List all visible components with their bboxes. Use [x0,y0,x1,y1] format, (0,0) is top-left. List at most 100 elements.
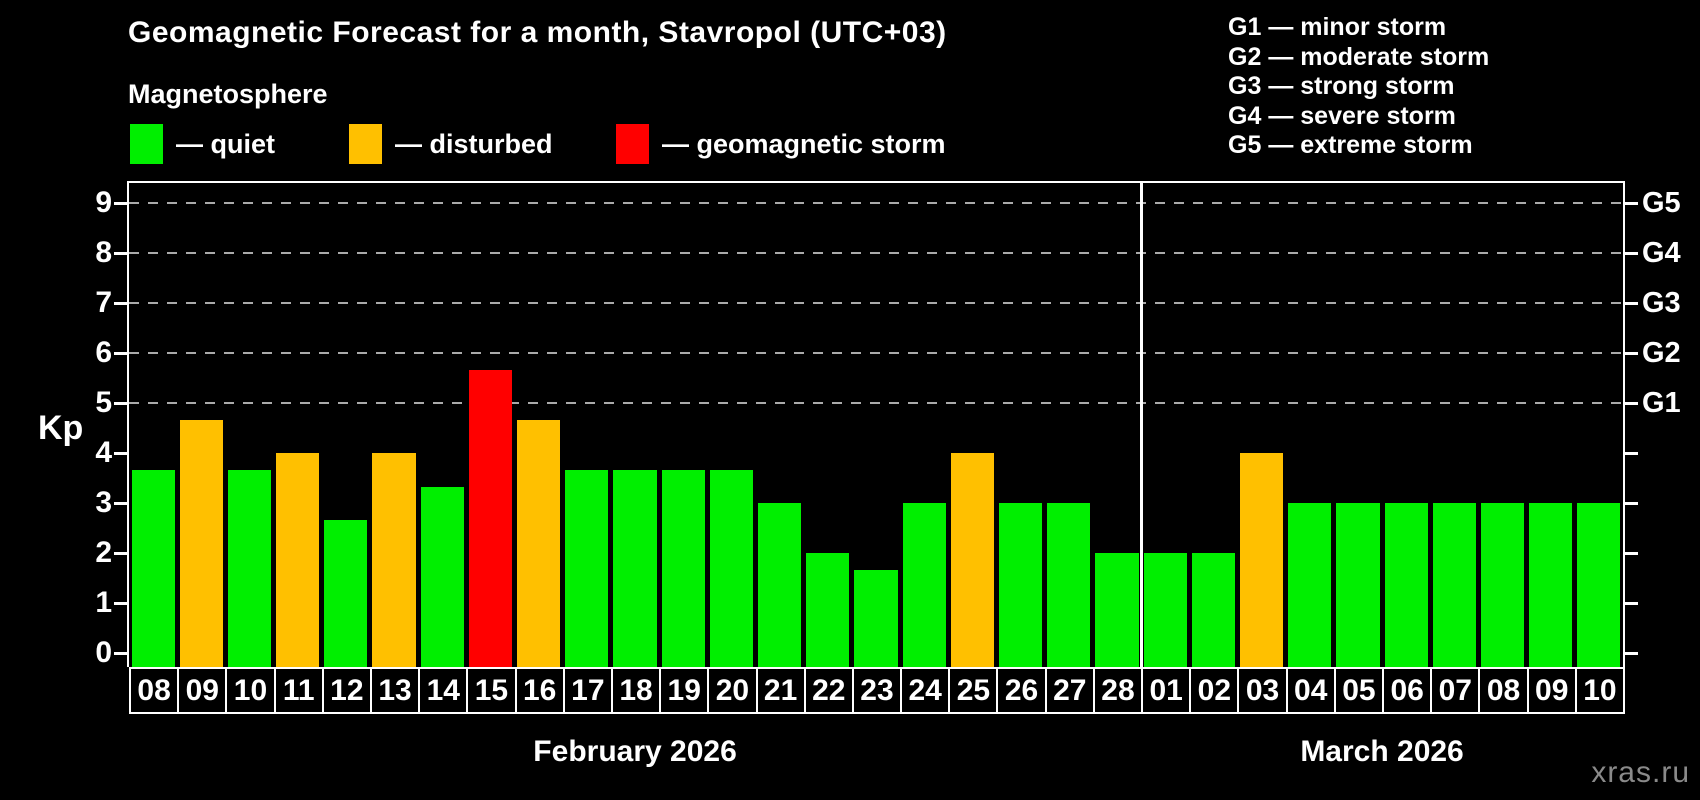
right-axis-g-label: G1 [1642,387,1681,419]
day-label-09: 09 [177,667,228,714]
day-label-13: 13 [369,667,421,714]
day-label-24: 24 [900,667,951,714]
day-label-11: 11 [273,667,324,714]
y-axis-tick-label: 8 [95,236,112,269]
kp-bar-08 [131,469,175,667]
gridline-kp7 [129,302,1623,304]
y-axis-tick-label: 3 [95,486,112,519]
day-label-19: 19 [659,667,710,714]
y-axis-tick-label: 5 [95,386,112,419]
day-label-12: 12 [321,667,372,714]
kp-bar-03 [1239,453,1284,667]
kp-bar-22 [806,553,850,667]
kp-bar-16 [517,419,561,667]
right-axis-tick [1625,602,1638,605]
day-label-21: 21 [755,667,806,714]
gridline-kp8 [129,252,1623,254]
kp-bar-12 [324,519,368,667]
right-axis-tick [1625,352,1638,355]
kp-bar-27 [1047,503,1091,667]
kp-bar-02 [1191,553,1235,667]
y-axis-line [127,181,129,667]
disturbed-color-swatch [349,124,382,164]
y-axis-tick-label: 1 [95,586,112,619]
gridline-kp5 [129,402,1623,404]
y-axis-tick-label: 9 [95,186,112,219]
right-axis-g-label: G5 [1642,187,1681,219]
kp-bar-09 [179,419,223,667]
gridline-kp9 [129,202,1623,204]
y-axis-tick [114,202,127,205]
storm-scale-line-g1: G1 — minor storm [1228,13,1447,41]
right-axis-tick [1625,652,1638,655]
day-label-20: 20 [707,667,758,714]
legend-label-quiet: — quiet [176,128,275,159]
day-label-08: 08 [129,667,180,714]
kp-bar-19 [661,469,705,667]
storm-scale-legend: G1 — minor storm G2 — moderate storm G3 … [1228,13,1489,161]
legend-label-disturbed: — disturbed [395,128,553,159]
day-label-16: 16 [514,667,565,714]
kp-bar-01 [1143,553,1187,667]
chart-subtitle: Magnetosphere [128,79,328,109]
y-axis-title: Kp [38,409,84,447]
day-label-09: 09 [1526,667,1577,714]
kp-bar-26 [998,503,1043,667]
kp-bar-20 [709,469,753,667]
kp-bar-28 [1095,553,1139,667]
right-axis-g-label: G3 [1642,287,1681,319]
day-label-03: 03 [1237,667,1288,714]
kp-bar-05 [1336,503,1380,667]
quiet-color-swatch [130,124,163,164]
kp-bar-11 [276,453,320,667]
day-label-15: 15 [466,667,517,714]
day-label-18: 18 [610,667,662,714]
right-axis-line [1623,181,1625,667]
y-axis-tick-label: 2 [95,536,112,569]
right-axis-tick [1625,452,1638,455]
kp-bar-04 [1288,503,1332,667]
month-label-1: March 2026 [1300,735,1464,768]
kp-bar-24 [902,503,946,667]
storm-scale-line-g4: G4 — severe storm [1228,101,1456,130]
day-label-02: 02 [1189,667,1240,714]
day-label-01: 01 [1141,667,1192,714]
y-axis-tick [114,552,127,555]
storm-scale-line-g3: G3 — strong storm [1228,72,1455,101]
plot-top-border [129,181,1625,183]
day-label-08: 08 [1478,667,1529,714]
day-label-26: 26 [996,667,1047,714]
day-label-05: 05 [1333,667,1385,714]
kp-bar-07 [1432,503,1476,667]
day-label-10: 10 [225,667,276,714]
day-label-14: 14 [418,667,469,714]
kp-bar-09 [1529,503,1573,667]
day-label-04: 04 [1285,667,1336,714]
gridline-kp6 [129,352,1623,354]
y-axis-tick-label: 6 [95,336,112,369]
kp-bar-23 [854,569,898,667]
watermark: xras.ru [1591,756,1690,789]
y-axis-tick-label: 7 [95,286,112,319]
y-axis-tick [114,652,127,655]
day-label-17: 17 [562,667,613,714]
legend-label-storm: — geomagnetic storm [662,128,946,159]
y-axis-tick [114,602,127,605]
kp-bar-17 [565,469,609,667]
right-axis-tick [1625,302,1638,305]
right-axis-tick [1625,502,1638,505]
legend-item-storm: — geomagnetic storm [616,121,946,167]
day-label-06: 06 [1382,667,1433,714]
y-axis-tick [114,302,127,305]
kp-bar-14 [420,486,464,667]
day-label-07: 07 [1430,667,1481,714]
y-axis-tick [114,402,127,405]
day-label-10: 10 [1574,667,1625,714]
right-axis-g-label: G4 [1642,237,1681,269]
kp-bar-10 [1577,503,1621,667]
right-axis-tick [1625,552,1638,555]
y-axis-tick [114,452,127,455]
y-axis-tick [114,502,127,505]
kp-bar-08 [1480,503,1525,667]
